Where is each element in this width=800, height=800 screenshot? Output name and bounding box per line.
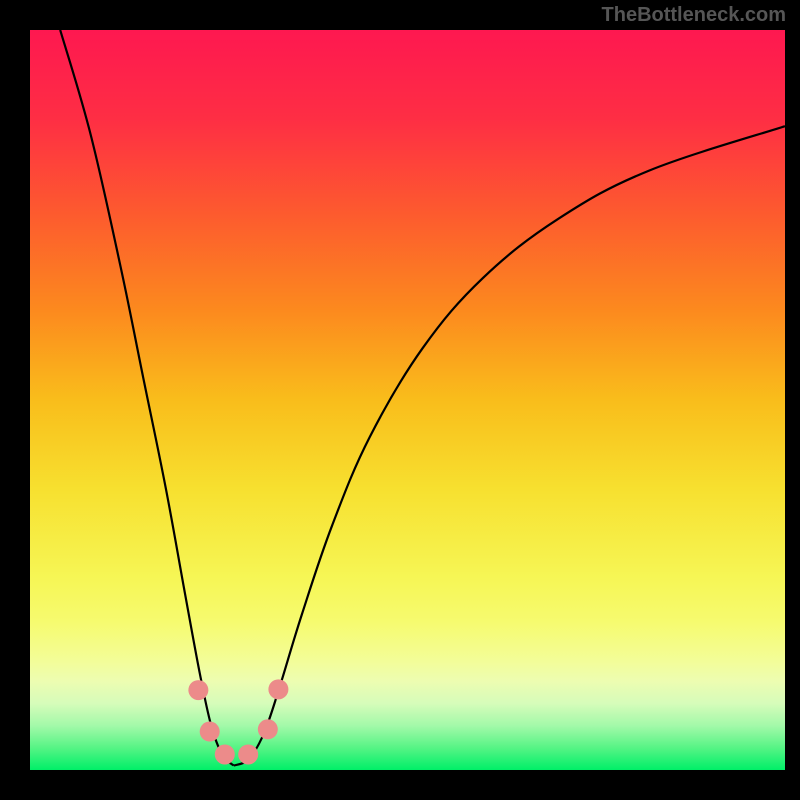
curve-left-branch <box>60 30 234 766</box>
watermark-text: TheBottleneck.com <box>602 4 786 27</box>
optimum-marker <box>268 679 288 699</box>
optimum-marker <box>215 744 235 764</box>
optimum-marker <box>258 719 278 739</box>
optimum-marker <box>188 680 208 700</box>
optimum-markers <box>188 679 288 764</box>
chart-frame <box>0 0 800 800</box>
curve-right-branch <box>234 126 785 765</box>
optimum-marker <box>200 722 220 742</box>
optimum-marker <box>238 744 258 764</box>
plot-area <box>30 30 785 770</box>
bottleneck-curve <box>30 30 785 770</box>
